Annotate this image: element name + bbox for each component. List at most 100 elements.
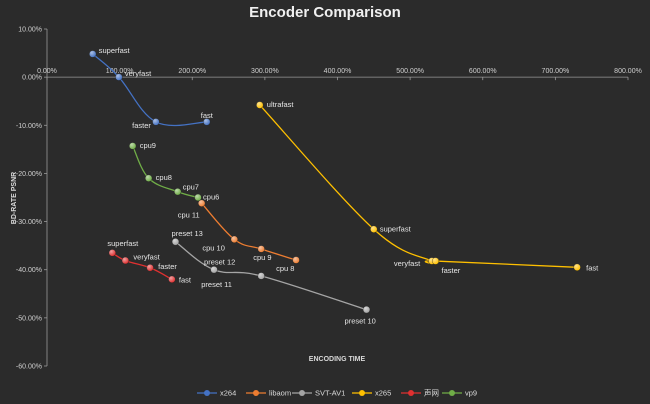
legend-label: libaom	[269, 389, 291, 398]
y-tick-label: -30.00%	[16, 219, 42, 226]
legend-swatch-marker	[449, 390, 455, 396]
data-point-highlight	[370, 225, 378, 233]
y-tick-label: -20.00%	[16, 171, 42, 178]
data-point-highlight	[257, 272, 265, 280]
legend-item-x265: x265	[352, 389, 391, 398]
x-tick-label: 700.00%	[542, 68, 570, 75]
legend-item-x264: x264	[197, 389, 236, 398]
data-point-highlight	[172, 238, 179, 246]
series-series	[108, 249, 176, 283]
series-x265	[256, 101, 581, 271]
series-layer	[89, 50, 581, 314]
x-tick-label: 500.00%	[396, 68, 424, 75]
legend-item-vp9: vp9	[442, 389, 477, 398]
series-line-vp9	[132, 145, 199, 199]
data-point-highlight	[146, 264, 154, 272]
legend: x264 libaom SVT-AV1 x265 声网 vp9	[197, 388, 477, 398]
legend-label: 声网	[424, 388, 439, 398]
legend-label: SVT-AV1	[315, 389, 345, 398]
data-point-highlight	[89, 50, 97, 58]
point-label-svt-av1: preset 11	[201, 280, 232, 289]
point-label-series: superfast	[107, 239, 139, 248]
data-point-highlight	[230, 235, 238, 243]
data-point-highlight	[292, 256, 300, 264]
point-label-x264: faster	[132, 121, 151, 130]
series-line-x264	[92, 53, 207, 127]
x-tick-label: 600.00%	[469, 68, 497, 75]
data-point-highlight	[115, 73, 123, 81]
data-point-highlight	[203, 118, 211, 126]
legend-item-svt-av1: SVT-AV1	[292, 389, 345, 398]
legend-swatch-marker	[299, 390, 305, 396]
data-point-highlight	[108, 249, 116, 257]
data-point-highlight	[210, 266, 218, 274]
point-label-x265: ultrafast	[267, 100, 295, 109]
data-point-highlight	[145, 174, 153, 182]
point-label-vp9: cpu8	[156, 173, 172, 182]
x-tick-label: 300.00%	[251, 68, 279, 75]
legend-swatch-marker	[359, 390, 365, 396]
x-tick-label: 800.00%	[614, 68, 642, 75]
legend-swatch-marker	[204, 390, 210, 396]
point-label-vp9: cpu6	[203, 193, 219, 202]
legend-swatch-marker	[253, 390, 259, 396]
series-vp9	[129, 142, 202, 202]
x-tick-label: 0.00%	[37, 68, 57, 75]
point-label-x264: superfast	[99, 46, 131, 55]
data-point-highlight	[168, 275, 176, 283]
point-label-svt-av1: preset 12	[204, 258, 235, 267]
point-label-series: faster	[158, 262, 177, 271]
data-point-highlight	[256, 101, 264, 109]
point-label-x264: fast	[201, 111, 214, 120]
x-tick-label: 400.00%	[324, 68, 352, 75]
data-point-highlight	[129, 142, 137, 150]
point-label-libaom: cpu 10	[202, 243, 225, 252]
y-tick-label: -60.00%	[16, 364, 42, 371]
point-label-libaom: cpu 9	[253, 253, 271, 262]
point-label-x265: faster	[442, 266, 461, 275]
point-label-vp9: cpu9	[140, 141, 156, 150]
chart-title: Encoder Comparison	[249, 4, 401, 21]
axes: 0.00% 100.00% 200.00% 300.00% 400.00% 500.00%…	[16, 27, 642, 371]
y-tick-label: 10.00%	[18, 27, 42, 34]
x-tick-label: 200.00%	[178, 68, 206, 75]
x-axis-title: ENCODING TIME	[309, 356, 366, 363]
y-tick-label: -40.00%	[16, 267, 42, 274]
point-label-x265: superfast	[380, 224, 412, 233]
y-tick-label: -10.00%	[16, 123, 42, 130]
point-label-libaom: cpu 11	[178, 210, 200, 219]
legend-label: vp9	[465, 389, 477, 398]
data-point-highlight	[122, 257, 129, 264]
series-libaom	[198, 199, 300, 264]
point-label-svt-av1: preset 10	[345, 317, 376, 326]
legend-item-libaom: libaom	[246, 389, 291, 398]
y-tick-label: 0.00%	[22, 75, 42, 82]
point-label-libaom: cpu 8	[276, 264, 294, 273]
legend-item-series: 声网	[401, 388, 439, 398]
series-line-series	[112, 252, 173, 280]
point-label-vp9: cpu7	[183, 183, 199, 192]
legend-swatch-marker	[408, 390, 414, 396]
data-point-highlight	[363, 306, 370, 314]
point-label-x265: veryfast	[394, 259, 421, 268]
y-tick-label: -50.00%	[16, 315, 42, 322]
legend-label: x265	[375, 389, 391, 398]
x-tick-label: 100.00%	[106, 68, 134, 75]
point-label-x264: veryfast	[125, 69, 152, 78]
point-label-series: veryfast	[133, 253, 160, 262]
data-point-highlight	[198, 199, 206, 207]
series-line-libaom	[201, 202, 297, 261]
series-svt-av1	[171, 238, 371, 314]
data-point-highlight	[194, 194, 202, 201]
data-point-highlight	[573, 263, 581, 271]
data-point-highlight	[432, 257, 439, 265]
point-label-series: fast	[179, 275, 192, 284]
data-point-highlight	[152, 118, 160, 126]
point-label-svt-av1: preset 13	[172, 229, 203, 238]
series-x264	[89, 50, 211, 127]
y-axis-title: BD-RATE PSNR	[11, 172, 18, 224]
